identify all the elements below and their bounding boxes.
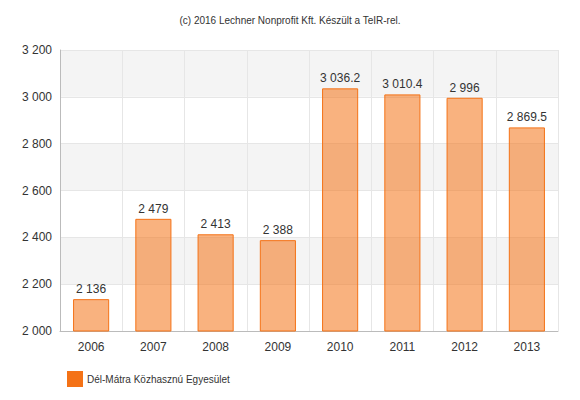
svg-text:3 000: 3 000: [22, 90, 52, 104]
svg-text:3 010.4: 3 010.4: [382, 77, 422, 91]
svg-text:2013: 2013: [514, 340, 541, 354]
svg-text:2010: 2010: [327, 340, 354, 354]
svg-text:Dél-Mátra Közhasznú Egyesület: Dél-Mátra Közhasznú Egyesület: [87, 374, 230, 385]
svg-text:2 996: 2 996: [450, 81, 480, 95]
svg-text:2012: 2012: [451, 340, 478, 354]
svg-text:2011: 2011: [389, 340, 415, 354]
svg-text:2 200: 2 200: [22, 277, 52, 291]
svg-text:2 800: 2 800: [22, 137, 52, 151]
svg-text:2 600: 2 600: [22, 184, 52, 198]
svg-text:3 200: 3 200: [22, 43, 52, 57]
svg-text:2 000: 2 000: [22, 324, 52, 338]
svg-text:2006: 2006: [78, 340, 105, 354]
svg-text:2008: 2008: [202, 340, 229, 354]
svg-text:(c) 2016 Lechner Nonprofit Kft: (c) 2016 Lechner Nonprofit Kft. Készült …: [179, 15, 400, 26]
svg-text:2007: 2007: [140, 340, 167, 354]
svg-text:2 400: 2 400: [22, 230, 52, 244]
svg-text:2 479: 2 479: [138, 202, 168, 216]
svg-text:2 869.5: 2 869.5: [507, 110, 547, 124]
svg-text:2 388: 2 388: [263, 223, 293, 237]
svg-text:2 413: 2 413: [201, 217, 231, 231]
svg-text:2 136: 2 136: [76, 282, 106, 296]
svg-text:3 036.2: 3 036.2: [320, 71, 360, 85]
svg-text:2009: 2009: [265, 340, 292, 354]
